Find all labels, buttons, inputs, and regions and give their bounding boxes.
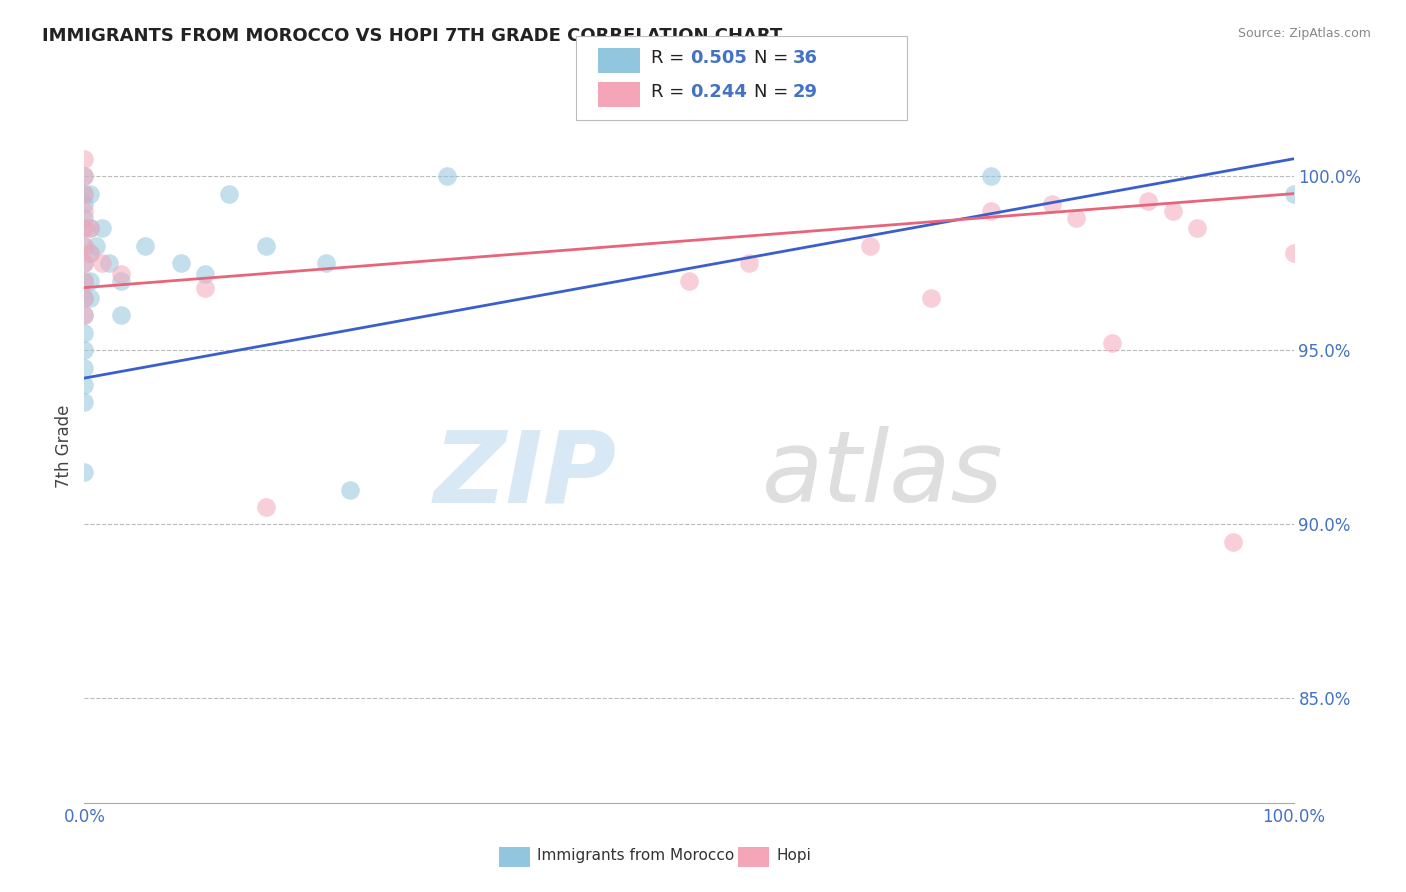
Point (73, 221, 96, 235)
Text: Immigrants from Morocco: Immigrants from Morocco (537, 848, 734, 863)
Point (170, 256, 193, 270)
Point (73, 291, 96, 305)
Text: atlas: atlas (762, 426, 1002, 523)
Point (1185, 221, 1208, 235)
Point (859, 239, 882, 253)
Text: R =: R = (651, 83, 690, 101)
Point (73, 169, 96, 184)
Point (79, 274, 101, 288)
Text: 0.505: 0.505 (690, 49, 747, 67)
Point (91, 256, 114, 270)
Point (110, 267, 132, 281)
Point (73, 360, 96, 375)
Point (73, 326, 96, 340)
Point (79, 291, 101, 305)
Point (194, 267, 217, 281)
Point (73, 309, 96, 323)
Point (73, 221, 96, 235)
Point (920, 291, 942, 305)
Point (254, 500, 277, 514)
Point (1222, 534, 1244, 549)
Point (73, 169, 96, 184)
Point (73, 239, 96, 253)
Point (73, 465, 96, 479)
Text: Hopi: Hopi (776, 848, 811, 863)
Point (73, 343, 96, 358)
Text: N =: N = (754, 83, 793, 101)
Point (73, 239, 96, 253)
Text: ZIP: ZIP (433, 426, 616, 523)
Point (339, 483, 361, 497)
Point (738, 256, 761, 270)
Text: 0.244: 0.244 (690, 83, 747, 101)
Point (1101, 336, 1123, 351)
Point (73, 291, 96, 305)
Text: R =: R = (651, 49, 690, 67)
Text: N =: N = (754, 49, 793, 67)
Point (678, 274, 700, 288)
Y-axis label: 7th Grade: 7th Grade (55, 404, 73, 488)
Text: Source: ZipAtlas.com: Source: ZipAtlas.com (1237, 27, 1371, 40)
Point (73, 197, 96, 211)
Point (194, 280, 217, 294)
Point (218, 186, 240, 201)
Point (97, 256, 120, 270)
Point (436, 169, 458, 184)
Point (73, 211, 96, 225)
Point (254, 239, 277, 253)
Point (980, 169, 1002, 184)
Point (1161, 204, 1184, 219)
Point (73, 256, 96, 270)
Point (73, 378, 96, 392)
Point (1282, 245, 1305, 260)
Point (73, 186, 96, 201)
Point (1137, 194, 1160, 208)
Text: IMMIGRANTS FROM MOROCCO VS HOPI 7TH GRADE CORRELATION CHART: IMMIGRANTS FROM MOROCCO VS HOPI 7TH GRAD… (42, 27, 782, 45)
Point (73, 395, 96, 409)
Point (73, 186, 96, 201)
Point (73, 256, 96, 270)
Point (110, 309, 132, 323)
Point (134, 239, 156, 253)
Point (315, 256, 337, 270)
Point (86, 239, 108, 253)
Point (73, 309, 96, 323)
Point (79, 221, 101, 235)
Point (73, 274, 96, 288)
Point (79, 245, 101, 260)
Point (1040, 197, 1063, 211)
Text: 36: 36 (793, 49, 818, 67)
Point (91, 221, 114, 235)
Point (110, 274, 132, 288)
Point (1282, 186, 1305, 201)
Point (980, 204, 1002, 219)
Point (73, 152, 96, 166)
Point (79, 245, 101, 260)
Point (73, 204, 96, 219)
Text: 29: 29 (793, 83, 818, 101)
Point (79, 221, 101, 235)
Point (1064, 211, 1087, 225)
Point (79, 186, 101, 201)
Point (73, 274, 96, 288)
